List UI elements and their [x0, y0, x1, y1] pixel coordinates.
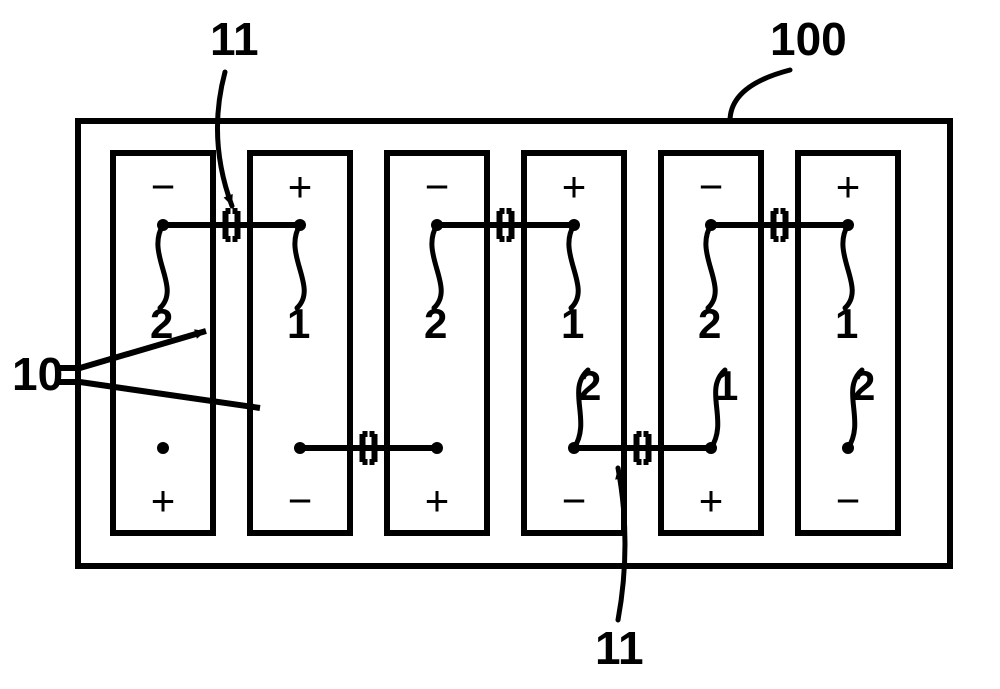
bottom-cell-label-0: 2	[578, 362, 601, 409]
cell-0-top-sign: −	[151, 163, 176, 210]
cell-1-bottom-sign: −	[288, 477, 313, 524]
top-label-leader-4	[706, 225, 715, 308]
top-cell-label-5: 1	[835, 300, 858, 347]
cell-4-bottom-sign: +	[699, 477, 724, 524]
top-label-leader-3	[569, 225, 578, 308]
cell-2-top-sign: −	[425, 163, 450, 210]
label-10-arrowline-0	[80, 331, 206, 368]
cell-4-top-sign: −	[699, 163, 724, 210]
cell-0-bottom-sign: +	[151, 477, 176, 524]
bottom-terminal-0	[157, 442, 169, 454]
top-label-leader-1	[295, 225, 304, 308]
label-11-bottom-leader	[618, 468, 625, 620]
diagram-svg: −++−−++−−++−212121212100111110	[0, 0, 1000, 689]
label-11-top: 11	[210, 13, 259, 65]
top-label-leader-2	[432, 225, 441, 308]
top-label-leader-0	[158, 225, 167, 308]
label-10-arrowline-1	[80, 382, 260, 408]
pack-outline	[78, 121, 950, 566]
cell-1-top-sign: +	[288, 163, 313, 210]
cell-5-top-sign: +	[836, 163, 861, 210]
cell-3-top-sign: +	[562, 163, 587, 210]
label-10: 10	[12, 348, 63, 400]
bottom-cell-label-2: 2	[852, 362, 875, 409]
label-11-top-arrow	[224, 194, 233, 206]
top-cell-label-3: 1	[561, 300, 584, 347]
top-cell-label-1: 1	[287, 300, 310, 347]
cell-3-bottom-sign: −	[562, 477, 587, 524]
top-cell-label-4: 2	[698, 300, 721, 347]
cell-5-bottom-sign: −	[836, 477, 861, 524]
label-11-top-leader	[217, 72, 232, 206]
top-cell-label-2: 2	[424, 300, 447, 347]
top-label-leader-5	[843, 225, 852, 308]
bottom-cell-label-1: 1	[715, 362, 738, 409]
label-100-leader	[730, 70, 790, 121]
cell-2-bottom-sign: +	[425, 477, 450, 524]
label-11-bottom: 11	[595, 622, 644, 674]
label-100: 100	[770, 13, 847, 65]
